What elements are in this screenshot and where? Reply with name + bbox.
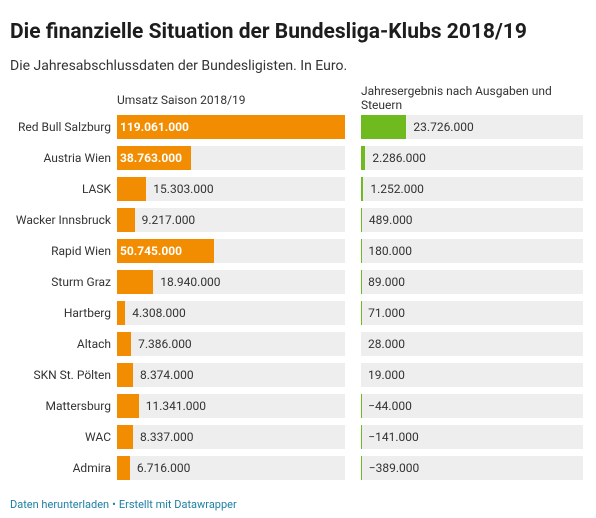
bar-background xyxy=(117,270,345,294)
bar xyxy=(117,332,132,356)
category-label: Admira xyxy=(72,461,111,475)
footer-link[interactable]: Daten herunterladen xyxy=(10,498,110,511)
bar-background xyxy=(117,301,345,325)
value-label: 8.337.000 xyxy=(139,430,194,444)
bar xyxy=(117,301,126,325)
value-label: −389.000 xyxy=(368,461,420,475)
chart-title: Die finanzielle Situation der Bundesliga… xyxy=(10,20,527,44)
bar-background xyxy=(117,332,345,356)
category-label: Sturm Graz xyxy=(51,275,111,289)
bar-background xyxy=(361,425,583,449)
value-label: 11.341.000 xyxy=(145,399,206,413)
bar-background xyxy=(361,177,583,201)
bar-background xyxy=(117,425,345,449)
column-header: Umsatz Saison 2018/19 xyxy=(117,93,246,107)
value-label: 23.726.000 xyxy=(413,120,474,134)
value-label: 7.386.000 xyxy=(138,337,192,351)
category-label: Wacker Innsbruck xyxy=(15,213,111,227)
value-label: 180.000 xyxy=(368,244,412,258)
bar-background xyxy=(117,208,345,232)
value-label: 8.374.000 xyxy=(140,368,194,382)
column-header: Jahresergebnis nach Ausgaben und Steuern xyxy=(361,84,552,112)
bar-background xyxy=(361,146,583,170)
value-label: −44.000 xyxy=(368,399,412,413)
bar xyxy=(361,115,407,139)
bar-background xyxy=(361,363,583,387)
value-label: 89.000 xyxy=(368,275,406,289)
bar xyxy=(361,456,362,480)
category-label: Altach xyxy=(76,337,111,351)
bar xyxy=(117,425,133,449)
bar-background xyxy=(361,394,583,418)
bar-background xyxy=(361,208,583,232)
footer: Daten herunterladen • Erstellt mit Datawra… xyxy=(10,498,240,511)
separator: • xyxy=(112,498,116,511)
bar xyxy=(361,146,366,170)
value-label: 6.716.000 xyxy=(136,461,191,475)
bar-background xyxy=(117,363,345,387)
category-label: Hartberg xyxy=(63,306,111,320)
category-label: SKN St. Pölten xyxy=(33,368,111,382)
value-label: 50.745.000 xyxy=(120,244,183,258)
bar xyxy=(117,270,154,294)
category-label: Mattersburg xyxy=(45,399,111,413)
value-label: 38.763.000 xyxy=(120,151,183,165)
bar xyxy=(117,363,134,387)
value-label: 9.217.000 xyxy=(141,213,196,227)
bar xyxy=(361,208,362,232)
bar xyxy=(117,115,345,139)
bar-background xyxy=(361,332,583,356)
category-label: WAC xyxy=(85,430,111,444)
bar xyxy=(117,456,130,480)
bar xyxy=(117,177,147,201)
value-label: 1.252.000 xyxy=(370,182,424,196)
bar xyxy=(117,394,139,418)
value-label: 489.000 xyxy=(368,213,413,227)
bar-background xyxy=(361,239,583,263)
bar-background xyxy=(117,177,345,201)
category-label: LASK xyxy=(81,182,111,196)
bar xyxy=(117,146,192,170)
category-label: Red Bull Salzburg xyxy=(18,120,111,134)
bar-background xyxy=(361,456,583,480)
category-label: Rapid Wien xyxy=(51,244,111,258)
value-label: 2.286.000 xyxy=(372,151,426,165)
value-label: 71.000 xyxy=(368,306,406,320)
chart-subtitle: Die Jahresabschlussdaten der Bundesligis… xyxy=(10,58,348,74)
bar xyxy=(117,239,215,263)
bar-background xyxy=(117,456,345,480)
value-label: 4.308.000 xyxy=(132,306,186,320)
value-label: 19.000 xyxy=(368,368,405,382)
category-label: Austria Wien xyxy=(43,151,111,165)
value-label: 119.061.000 xyxy=(120,120,189,134)
value-label: 18.940.000 xyxy=(160,275,221,289)
value-label: 28.000 xyxy=(368,337,405,351)
bar-background xyxy=(361,270,583,294)
bar xyxy=(361,177,364,201)
footer-link[interactable]: Erstellt mit Datawrapper xyxy=(118,498,237,511)
bar-background xyxy=(117,394,345,418)
value-label: 15.303.000 xyxy=(153,182,214,196)
bar xyxy=(117,208,135,232)
bar-background xyxy=(361,301,583,325)
value-label: −141.000 xyxy=(368,430,419,444)
